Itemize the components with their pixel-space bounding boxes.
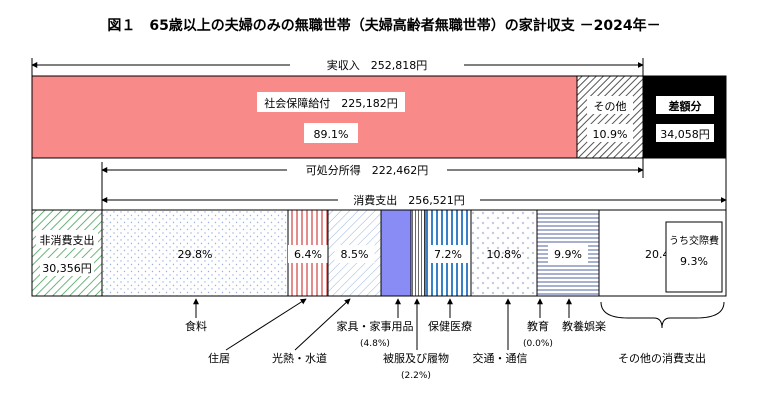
social-security-pct-bg [304, 123, 358, 143]
label-housing: 住居 [208, 351, 230, 365]
deficit-label: 差額分 [669, 99, 702, 113]
label-clothing-sub: (2.2%) [401, 371, 431, 381]
other-income-pct: 10.9% [593, 128, 628, 141]
label-culture: 教養娯楽 [562, 319, 606, 333]
segment-utilities-pct: 8.5% [341, 248, 369, 261]
deficit-value-bg [656, 124, 714, 142]
segment-transport [470, 209, 538, 297]
other-income-pct-bg [587, 124, 633, 142]
segment-transport-pct: 10.8% [487, 248, 522, 261]
label-transport: 交通・通信 [473, 351, 528, 365]
segment-food-pct: 29.8% [178, 248, 213, 261]
non-consumption-label-bg [36, 230, 98, 248]
segment-furniture [380, 209, 412, 297]
label-furniture-sub: (4.8%) [360, 339, 390, 349]
label-medical: 保健医療 [428, 319, 472, 333]
label-food: 食料 [185, 319, 207, 333]
social-security-pct: 89.1% [314, 128, 349, 141]
other-inner-label: うち交際費 [669, 234, 719, 247]
label-clothing: 被服及び履物 [383, 351, 449, 365]
social-security-label-bg [257, 92, 405, 112]
deficit-value: 34,058円 [660, 128, 710, 141]
other-inner-box [665, 221, 723, 293]
segment-clothing [410, 209, 426, 297]
segment-medical-pct-bg [428, 245, 468, 263]
arrow-housing [225, 298, 307, 351]
label-other: その他の消費支出 [618, 351, 706, 365]
other-income-bar [576, 75, 644, 159]
disposable-label-bg [287, 162, 447, 178]
segment-medical-pct: 7.2% [434, 248, 462, 261]
segment-food [101, 209, 289, 297]
segment-culture-pct-bg [548, 245, 588, 263]
other-income-label: その他 [594, 100, 627, 113]
chart-title: 図１ 65歳以上の夫婦のみの無職世帯（夫婦高齢者無職世帯）の家計収支 －2024… [107, 17, 660, 34]
income-total-label: 実収入 252,818円 [327, 58, 428, 72]
segment-housing-pct: 6.4% [294, 248, 322, 261]
deficit-label-bg [656, 96, 714, 114]
arrow-utilities [294, 298, 351, 351]
income-label-bg [290, 57, 464, 73]
label-utilities: 光熱・水道 [272, 351, 327, 365]
label-education-sub: (0.0%) [523, 339, 553, 349]
other-brace [600, 301, 725, 329]
deficit-bar [642, 75, 727, 159]
label-furniture: 家具・家事用品 [337, 319, 414, 333]
non-consumption-value: 30,356円 [42, 262, 92, 275]
other-inner-pct: 9.3% [680, 255, 708, 268]
social-security-label: 社会保障給付 225,182円 [264, 96, 398, 110]
non-consumption-label: 非消費支出 [40, 233, 95, 247]
non-consumption-bar [31, 209, 103, 297]
spending-label-bg [338, 192, 480, 208]
label-education: 教育 [527, 319, 549, 333]
spending-label: 消費支出 256,521円 [353, 193, 465, 207]
segment-culture-pct: 9.9% [554, 248, 582, 261]
other-income-label-bg [587, 96, 633, 114]
segment-utilities-pct-bg [334, 245, 375, 263]
disposable-label: 可処分所得 222,462円 [306, 164, 429, 177]
segment-housing-pct-bg [288, 245, 328, 263]
social-security-bar [31, 75, 578, 159]
non-consumption-value-bg [40, 258, 94, 276]
